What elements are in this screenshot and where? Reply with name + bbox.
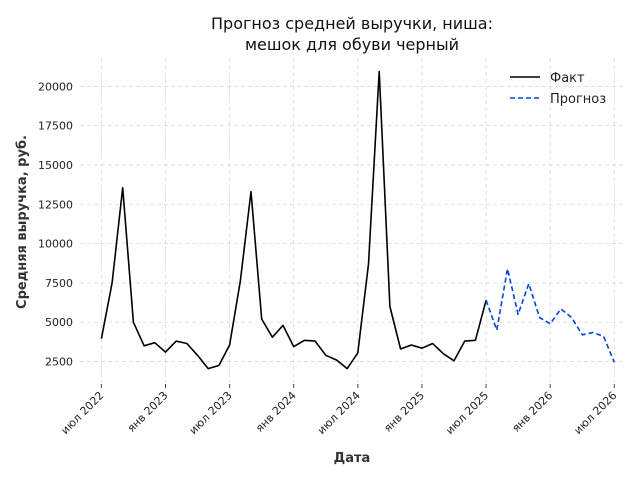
legend-label-fact: Факт [550,71,585,86]
y-tick-label: 10000 [38,238,73,251]
x-tick-label: июл 2023 [187,389,235,437]
x-tick-label: янв 2024 [253,389,299,435]
y-tick-label: 2500 [45,356,73,369]
y-axis-ticks: 2500 5000 7500 10000 12500 15000 17500 20000 [38,80,73,368]
chart-title: Прогноз средней выручки, ниша: мешок для… [211,14,493,54]
y-tick-label: 7500 [45,277,73,290]
x-axis-ticks: июл 2022 янв 2023 июл 2023 янв 2024 июл 2024… [58,384,619,437]
x-tick-label: янв 2023 [125,389,171,435]
grid-lines [80,58,625,382]
x-tick-label: янв 2026 [509,389,555,435]
x-tick-label: янв 2025 [381,389,427,435]
chart-title-line-1: Прогноз средней выручки, ниша: [211,14,493,33]
y-tick-label: 12500 [38,198,73,211]
legend: Факт Прогноз [510,71,606,107]
y-axis-label: Средняя выручка, руб. [15,135,30,309]
y-tick-label: 5000 [45,316,73,329]
y-tick-label: 15000 [38,159,73,172]
y-tick-label: 20000 [38,80,73,93]
series-lines [100,70,616,370]
legend-label-forecast: Прогноз [550,92,606,107]
x-axis-label: Дата [334,451,371,466]
x-tick-label: июл 2024 [315,389,363,437]
chart-title-line-2: мешок для обуви черный [245,35,459,54]
series-line-fact [100,70,487,370]
y-tick-label: 17500 [38,120,73,133]
x-tick-label: июл 2026 [571,389,619,437]
x-tick-label: июл 2022 [58,389,106,437]
x-tick-label: июл 2025 [443,389,491,437]
series-line-forecast [485,267,616,363]
